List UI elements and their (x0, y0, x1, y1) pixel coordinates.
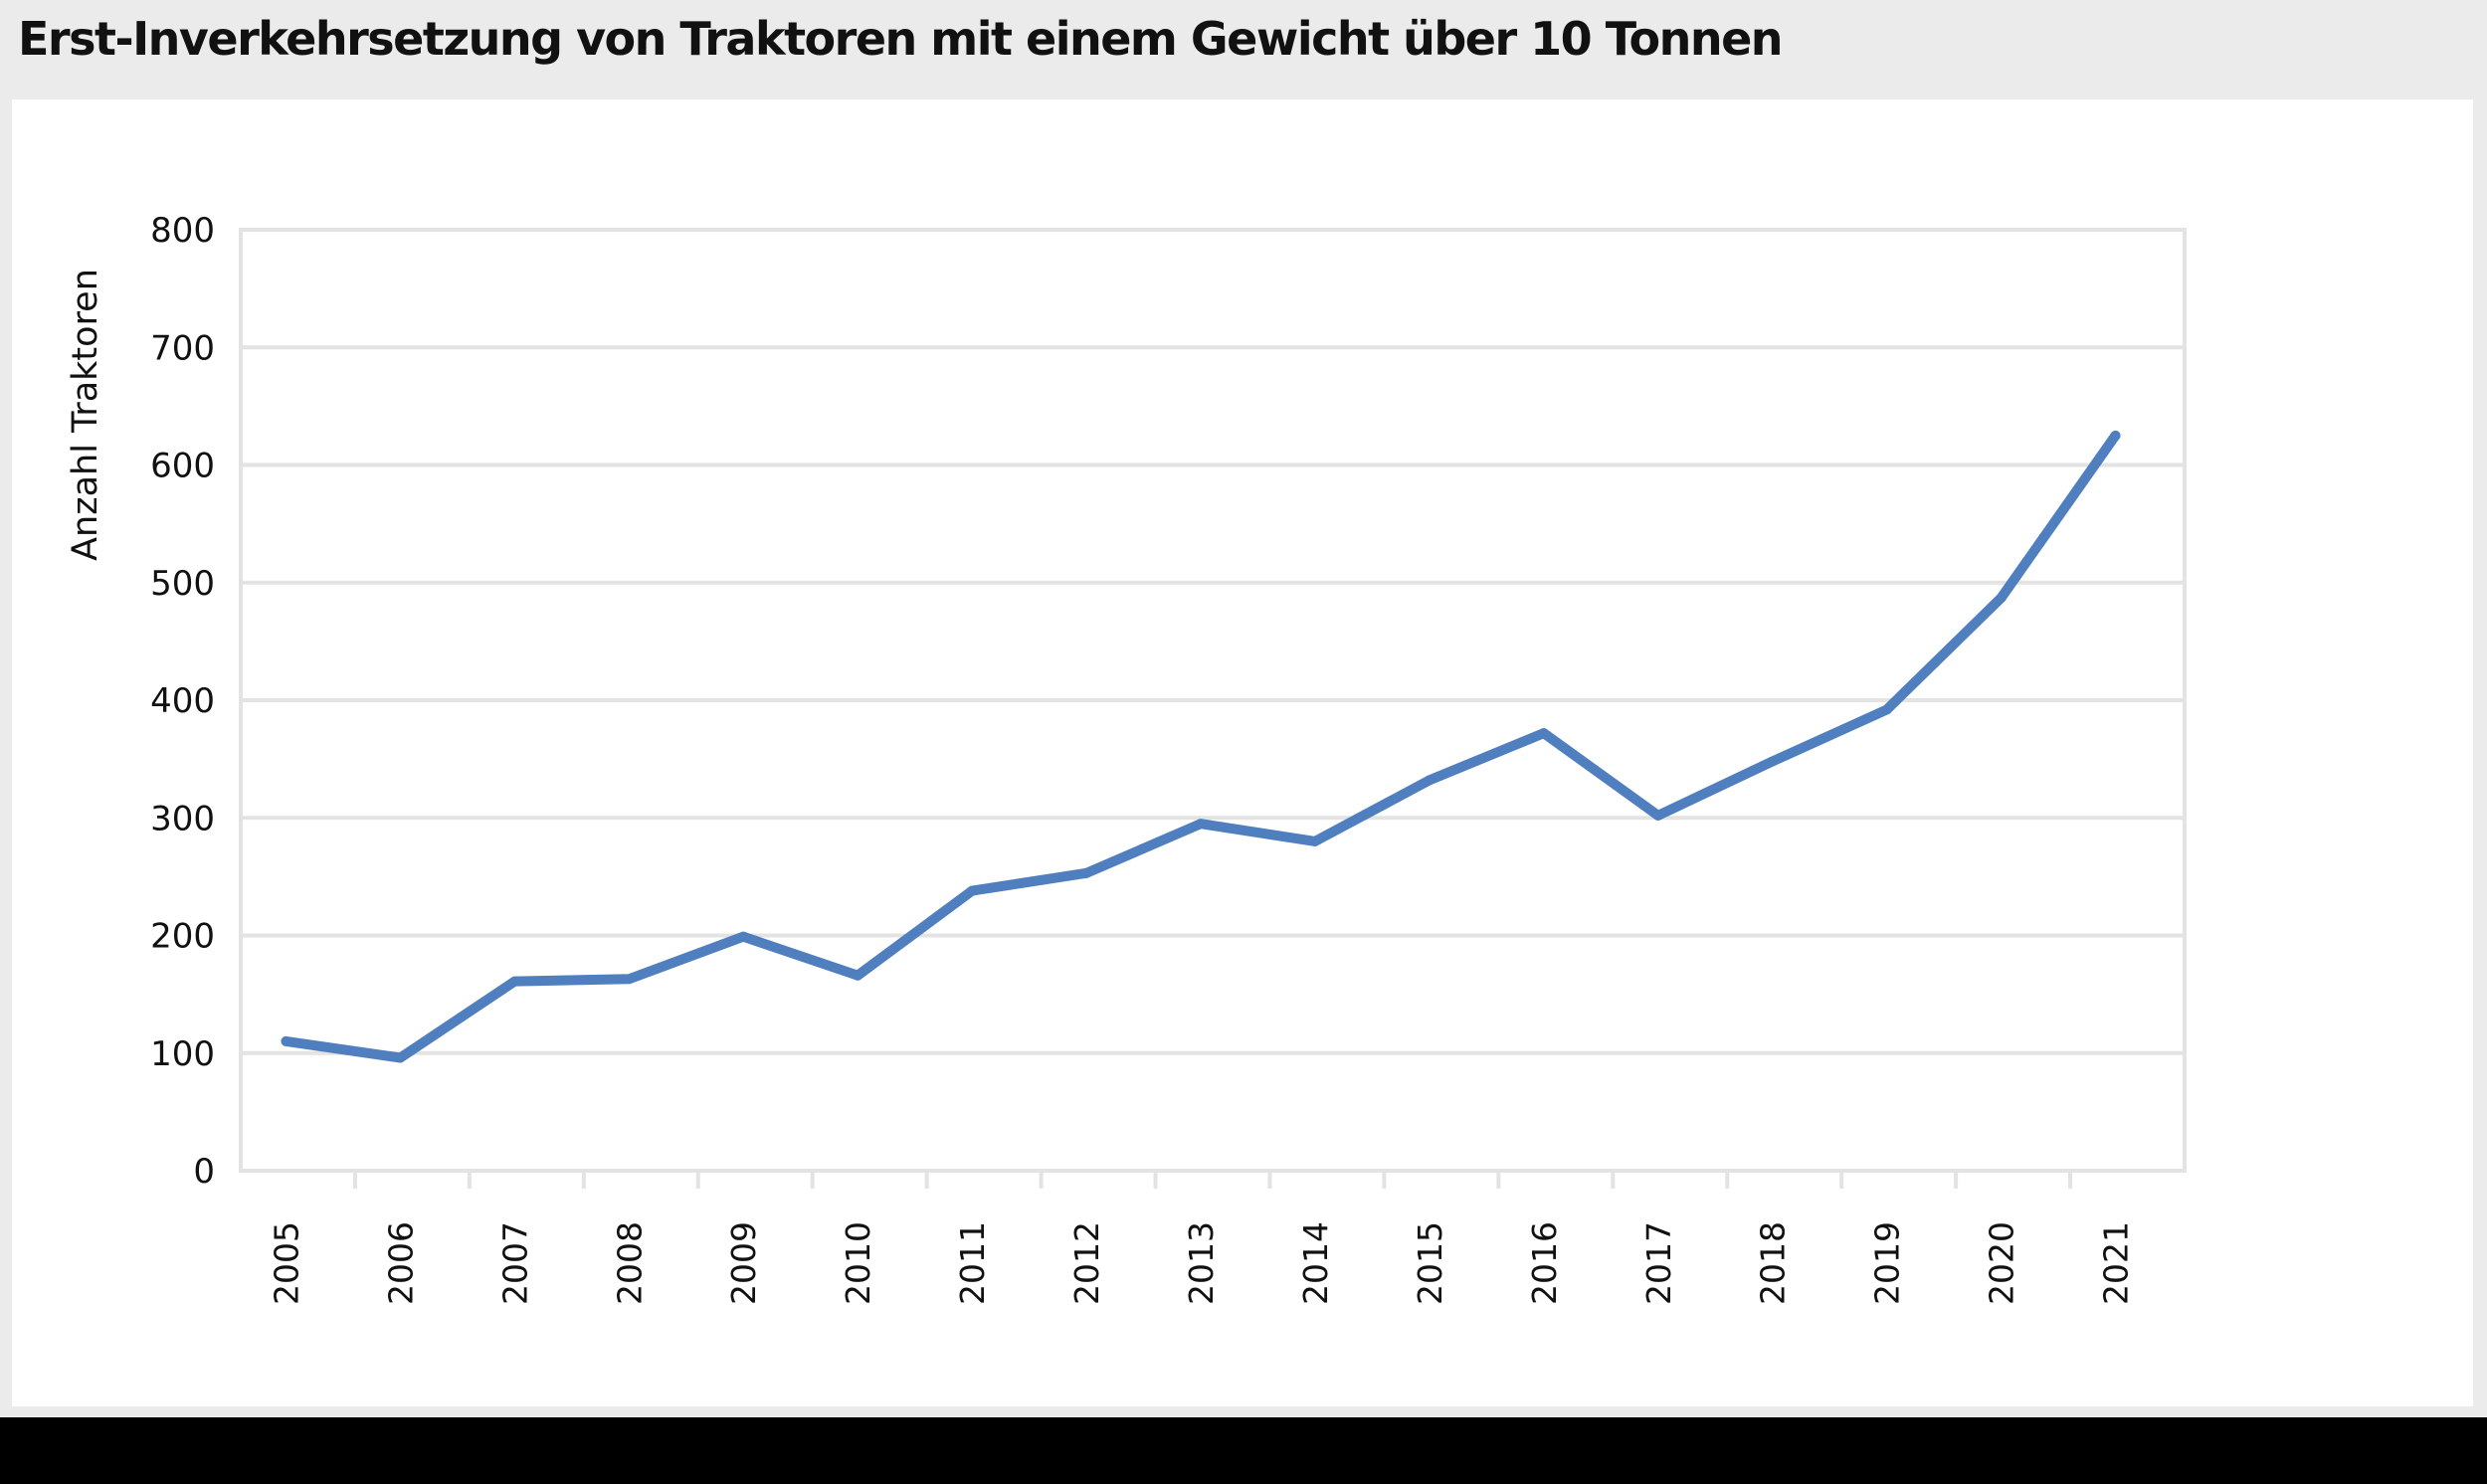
data-point (1996, 593, 2007, 604)
series-group (281, 430, 2121, 1063)
x-tick-label: 2006 (381, 1221, 420, 1305)
chart-frame: Erst-Inverkehrsetzung von Traktoren mit … (0, 0, 2487, 1417)
y-tick-label: 700 (150, 328, 215, 368)
x-tick-label: 2010 (839, 1221, 877, 1305)
x-tick-label: 2014 (1296, 1221, 1335, 1305)
y-tick-label: 500 (150, 564, 215, 604)
y-tick-label: 300 (150, 799, 215, 838)
gridlines (241, 345, 2185, 1055)
data-point (1309, 835, 1320, 846)
data-point (509, 976, 520, 987)
data-point (738, 931, 749, 942)
x-axis-ticks (352, 1171, 2073, 1189)
data-point (1881, 704, 1892, 715)
y-axis-title: Anzahl Traktoren (66, 269, 105, 561)
data-point (1767, 756, 1778, 767)
data-point (624, 974, 635, 985)
data-point (2110, 430, 2121, 441)
data-point (967, 885, 978, 896)
data-point (395, 1052, 406, 1063)
x-tick-label: 2015 (1411, 1221, 1449, 1305)
x-tick-label: 2005 (267, 1221, 305, 1305)
data-point (1424, 775, 1435, 786)
x-tick-label: 2009 (724, 1221, 763, 1305)
x-tick-label: 2016 (1525, 1221, 1564, 1305)
data-point (1538, 728, 1549, 739)
y-tick-label: 800 (150, 211, 215, 251)
data-point (281, 1035, 291, 1046)
data-point (853, 970, 863, 981)
x-tick-label: 2012 (1067, 1221, 1106, 1305)
data-point (1196, 819, 1206, 830)
x-tick-label: 2018 (1754, 1221, 1793, 1305)
chart-title: Erst-Inverkehrsetzung von Traktoren mit … (18, 12, 1784, 66)
x-axis-tick-labels: 2005 2006 2007 2008 2009 2010 2011 2012 2013 2014… (267, 1221, 2135, 1305)
x-tick-label: 2007 (495, 1221, 534, 1305)
x-tick-label: 2020 (1983, 1221, 2021, 1305)
series-line (281, 430, 2121, 1063)
x-tick-label: 2013 (1182, 1221, 1221, 1305)
y-tick-label: 400 (150, 681, 215, 721)
x-tick-label: 2011 (953, 1221, 992, 1305)
plot-area-border (239, 228, 2187, 1173)
chart-panel: 0 100 200 300 400 500 600 700 800 2005 2006 2007 20… (12, 99, 2473, 1406)
x-tick-label: 2019 (1868, 1221, 1907, 1305)
y-tick-label: 600 (150, 447, 215, 486)
data-point (1081, 867, 1092, 878)
x-tick-label: 2008 (610, 1221, 649, 1305)
y-tick-label: 100 (150, 1034, 215, 1074)
data-point (1652, 810, 1663, 821)
x-tick-label: 2017 (1639, 1221, 1678, 1305)
y-axis-tick-labels: 0 100 200 300 400 500 600 700 800 (150, 211, 215, 1192)
y-tick-label: 200 (150, 917, 215, 957)
y-tick-label: 0 (193, 1152, 215, 1192)
x-tick-label: 2021 (2097, 1221, 2136, 1305)
